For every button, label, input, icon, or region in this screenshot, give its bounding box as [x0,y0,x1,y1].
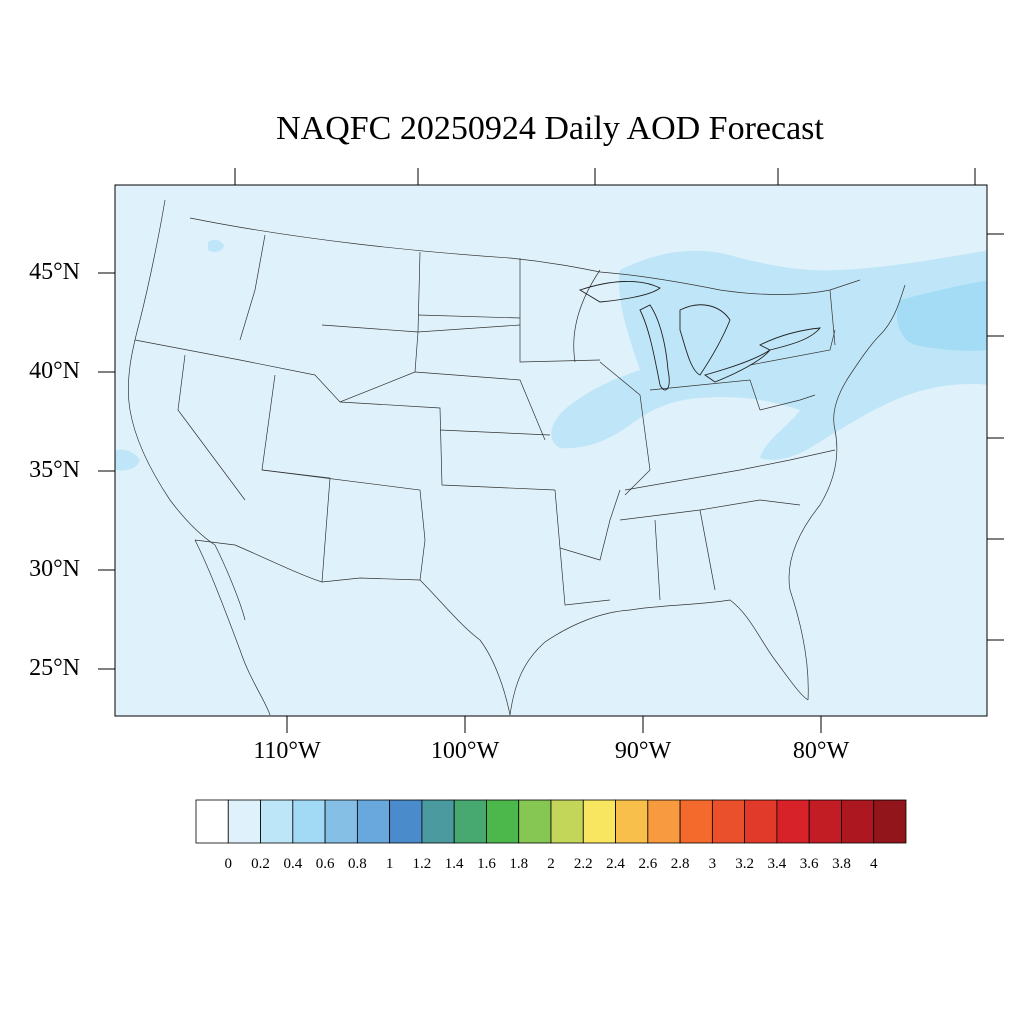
colorbar-label: 2.8 [670,856,690,872]
aod-plume-pacific [115,449,140,471]
lon-label-80w: 80°W [792,738,850,764]
colorbar-box-2 [260,799,294,844]
colorbar-label: 2.6 [638,856,658,872]
colorbar-label: 1 [385,856,394,872]
colorbar-box-13 [615,799,649,844]
colorbar-label: 3.4 [767,856,787,872]
aod-plume-pacific-nw [208,239,224,253]
colorbar-label: 4 [869,856,878,872]
colorbar-label: 0.2 [251,856,270,872]
colorbar-box-0 [195,799,229,844]
colorbar-label: 1.2 [412,856,432,872]
colorbar-box-14 [647,799,681,844]
colorbar [195,799,907,844]
map-ticks [98,168,1004,733]
colorbar-box-8 [453,799,487,844]
lat-label-45n: 45°N [29,259,80,285]
colorbar-label: 3 [708,856,717,872]
aod-plume-atlantic-dense [896,280,987,351]
colorbar-box-6 [389,799,423,844]
colorbar-box-17 [744,799,778,844]
aod-plume-layer [115,239,987,471]
lon-label-110w: 110°W [253,738,321,764]
colorbar-label: 0.8 [347,856,367,872]
colorbar-label: 1.6 [477,856,496,872]
colorbar-box-19 [808,799,842,844]
colorbar-label: 1.8 [509,856,529,872]
colorbar-box-12 [582,799,616,844]
colorbar-label: 3.6 [799,856,819,872]
colorbar-box-16 [711,799,746,844]
colorbar-box-4 [324,799,358,844]
colorbar-label: 0 [224,856,233,872]
great-lakes [578,281,822,391]
colorbar-box-9 [486,799,520,844]
lon-label-100w: 100°W [430,738,500,764]
colorbar-label: 1.4 [444,856,464,872]
colorbar-label: 0.4 [283,856,303,872]
colorbar-label: 2 [547,856,555,872]
colorbar-label: 3.8 [832,856,851,872]
colorbar-label: 0.6 [315,856,335,872]
map-background [115,185,987,716]
colorbar-box-11 [550,799,584,844]
colorbar-box-5 [356,799,391,844]
colorbar-box-1 [227,799,261,844]
lat-label-30n: 30°N [29,556,80,582]
colorbar-box-3 [292,799,326,844]
colorbar-label: 2.4 [606,856,625,872]
colorbar-box-18 [776,799,810,844]
colorbar-label: 3.2 [735,856,754,872]
colorbar-label: 2.2 [573,856,593,872]
colorbar-box-21 [873,799,907,844]
map-frame [114,184,988,717]
aod-plume-northeast [551,250,987,460]
lat-label-25n: 25°N [29,655,80,681]
lat-label-40n: 40°N [29,358,80,384]
boundary-lines [128,199,906,716]
lat-label-35n: 35°N [29,457,80,483]
colorbar-box-20 [841,799,875,844]
page-title: NAQFC 20250924 Daily AOD Forecast [276,110,824,147]
colorbar-box-15 [679,799,713,844]
colorbar-box-10 [518,799,552,844]
colorbar-box-7 [421,799,455,844]
lon-label-90w: 90°W [614,738,672,764]
